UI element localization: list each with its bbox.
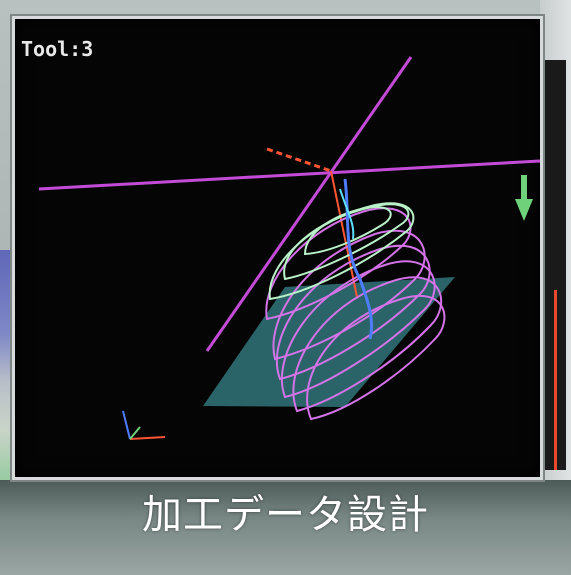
scale-indicator xyxy=(554,290,557,470)
axis-x xyxy=(129,436,166,440)
axis-triad xyxy=(122,410,166,440)
green-down-arrow-icon xyxy=(515,175,533,221)
horizontal-axis-line xyxy=(38,159,540,191)
tool-number-label: Tool:3 xyxy=(21,37,94,61)
right-side-scale xyxy=(544,60,566,470)
right-side-panel xyxy=(540,0,571,575)
axis-z xyxy=(129,426,141,440)
toolpath-loop xyxy=(292,276,443,413)
toolpath-loop xyxy=(306,294,446,421)
bottom-panel xyxy=(0,480,571,575)
machining-surface xyxy=(203,277,455,407)
page-caption: 加工データ設計 xyxy=(142,492,429,538)
toolpath-loop xyxy=(275,244,431,381)
toolpath-loop xyxy=(283,203,410,281)
tool-contact-path-highlight xyxy=(339,188,355,240)
toolpath-graphic xyxy=(38,56,540,440)
tool-axis-line xyxy=(330,170,358,298)
toolpath-loop xyxy=(280,260,436,399)
cam-3d-viewport[interactable]: Tool:3 xyxy=(12,16,543,480)
diagonal-axis-line xyxy=(205,56,413,352)
axis-y xyxy=(122,410,131,440)
toolpath-loop xyxy=(303,205,392,256)
tool-direction-marker xyxy=(266,147,332,173)
toolpath-loops xyxy=(265,202,446,421)
